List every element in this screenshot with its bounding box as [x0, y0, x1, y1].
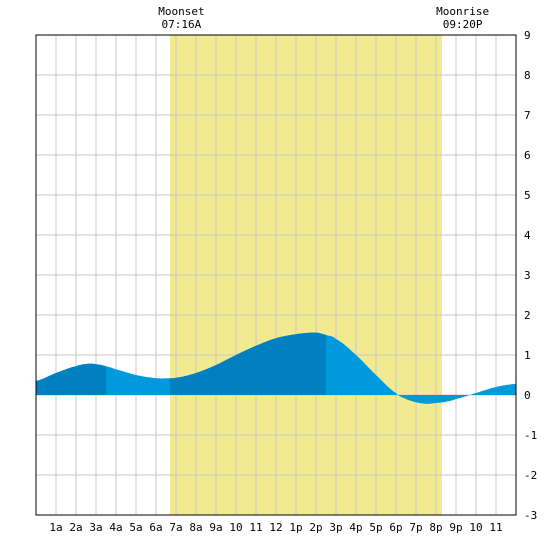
x-tick-label: 11 [249, 521, 262, 534]
x-tick-label: 6p [389, 521, 402, 534]
y-tick-label: 9 [524, 29, 531, 42]
x-tick-label: 7a [169, 521, 182, 534]
x-tick-label: 5a [129, 521, 142, 534]
x-tick-label: 8p [429, 521, 442, 534]
x-tick-labels: 1a 2a 3a 4a 5a 6a 7a 8a 9a 10 11 12 1p 2p 3p 4p 5p 6p 7p 8p… [49, 521, 502, 534]
x-tick-label: 5p [369, 521, 382, 534]
y-tick-label: 7 [524, 109, 531, 122]
annotation-time: 07:16A [162, 18, 202, 31]
x-tick-label: 1p [289, 521, 302, 534]
annotation-time: 09:20P [443, 18, 483, 31]
x-tick-label: 7p [409, 521, 422, 534]
x-tick-label: 4p [349, 521, 362, 534]
x-tick-label: 3a [89, 521, 102, 534]
annotation-label: Moonset [158, 5, 204, 18]
x-tick-label: 10 [469, 521, 482, 534]
y-tick-label: 3 [524, 269, 531, 282]
y-tick-label: 1 [524, 349, 531, 362]
x-tick-label: 10 [229, 521, 242, 534]
y-tick-label: -1 [524, 429, 537, 442]
x-tick-label: 6a [149, 521, 162, 534]
gridlines [36, 35, 516, 515]
x-tick-label: 2a [69, 521, 82, 534]
y-tick-label: -3 [524, 509, 537, 522]
x-tick-label: 1a [49, 521, 62, 534]
y-tick-labels: -3 -2 -1 0 1 2 3 4 5 6 7 8 9 [524, 29, 537, 522]
y-tick-label: 6 [524, 149, 531, 162]
x-tick-label: 4a [109, 521, 122, 534]
x-tick-label: 2p [309, 521, 322, 534]
x-tick-label: 8a [189, 521, 202, 534]
y-tick-label: 8 [524, 69, 531, 82]
x-tick-label: 12 [269, 521, 282, 534]
y-tick-label: 0 [524, 389, 531, 402]
annotation-label: Moonrise [436, 5, 489, 18]
x-tick-label: 9p [449, 521, 462, 534]
x-tick-label: 11 [489, 521, 502, 534]
y-tick-label: -2 [524, 469, 537, 482]
plot-border [35, 34, 517, 516]
y-tick-label: 4 [524, 229, 531, 242]
y-tick-label: 2 [524, 309, 531, 322]
x-tick-label: 3p [329, 521, 342, 534]
x-tick-label: 9a [209, 521, 222, 534]
y-tick-label: 5 [524, 189, 531, 202]
